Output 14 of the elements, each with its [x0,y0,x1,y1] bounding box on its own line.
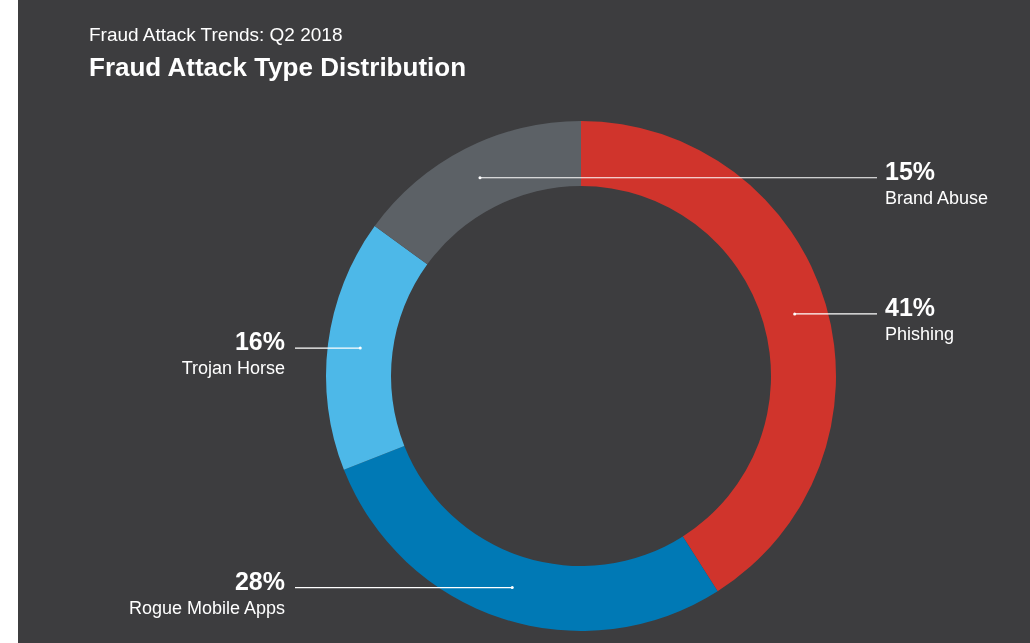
donut-slice [374,121,581,265]
data-label: 16% [234,327,285,356]
donut-slice [326,226,428,470]
chart-subtitle: Fraud Attack Trends: Q2 2018 [89,24,343,46]
chart-title: Fraud Attack Type Distribution [89,52,467,83]
data-label: 28% [234,566,285,595]
donut-slice [581,121,836,592]
donut-slice [343,445,718,631]
slice-label: Phishing [885,323,955,344]
data-label: 15% [885,156,936,185]
slice-label: Trojan Horse [181,358,285,379]
data-label: 41% [885,292,936,321]
slice-label: Brand Abuse [885,187,989,208]
slice-label: Rogue Mobile Apps [128,597,285,618]
